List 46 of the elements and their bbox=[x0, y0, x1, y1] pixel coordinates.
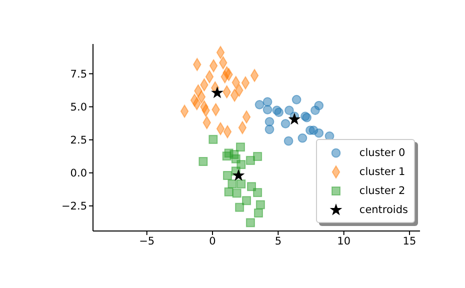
point bbox=[222, 170, 232, 180]
point bbox=[212, 87, 222, 98]
point bbox=[233, 170, 244, 180]
point bbox=[198, 156, 208, 166]
x-tick-label: 15 bbox=[402, 235, 416, 248]
legend-label: centroids bbox=[359, 204, 408, 216]
x-tick-label: −5 bbox=[139, 235, 155, 248]
point bbox=[298, 133, 308, 143]
point bbox=[224, 187, 234, 196]
y-tick-label: 7.5 bbox=[70, 68, 87, 80]
y-tick-label: −2.5 bbox=[62, 200, 87, 213]
point bbox=[264, 117, 274, 126]
x-tick-label: 0 bbox=[209, 235, 216, 248]
legend-label: cluster 1 bbox=[359, 166, 406, 178]
point bbox=[254, 100, 264, 110]
y-tick-label: 2.5 bbox=[70, 134, 87, 147]
legend-label: cluster 2 bbox=[359, 184, 406, 196]
point bbox=[292, 94, 302, 104]
x-tick-label: 5 bbox=[274, 235, 282, 248]
point bbox=[208, 134, 218, 144]
point bbox=[264, 124, 274, 134]
x-tick-label: 10 bbox=[337, 235, 351, 248]
point bbox=[256, 200, 265, 210]
point bbox=[222, 152, 232, 161]
point bbox=[242, 196, 252, 206]
y-tick-label: 0.0 bbox=[70, 168, 87, 180]
point bbox=[253, 188, 262, 198]
point bbox=[228, 179, 237, 188]
y-tick-label: 5.0 bbox=[70, 102, 87, 114]
point bbox=[247, 182, 256, 192]
point bbox=[284, 106, 294, 116]
point bbox=[262, 97, 272, 107]
legend-label: cluster 0 bbox=[359, 146, 406, 158]
point bbox=[254, 208, 263, 218]
point bbox=[236, 179, 246, 188]
point bbox=[280, 118, 290, 128]
point bbox=[284, 136, 294, 146]
point bbox=[235, 202, 244, 212]
point bbox=[236, 142, 245, 152]
point bbox=[314, 128, 324, 138]
point bbox=[253, 152, 262, 161]
point bbox=[289, 114, 300, 124]
point bbox=[314, 100, 324, 110]
point bbox=[262, 104, 272, 114]
point bbox=[246, 218, 255, 228]
point bbox=[232, 188, 242, 198]
